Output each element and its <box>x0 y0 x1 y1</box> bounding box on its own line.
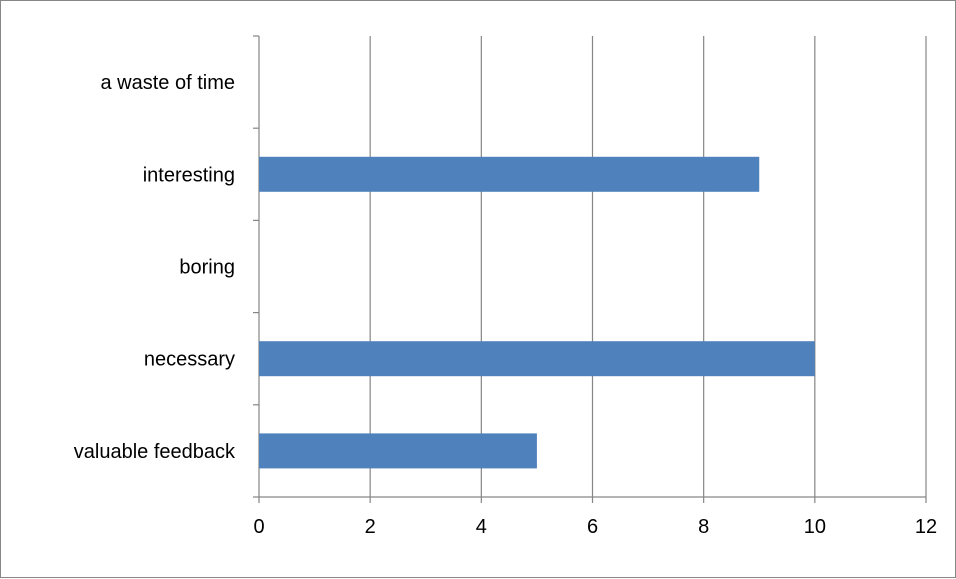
category-label-4: a waste of time <box>100 72 235 94</box>
bar-3 <box>259 156 760 192</box>
category-label-0: valuable feedback <box>74 441 236 463</box>
x-tick-label-4: 8 <box>698 516 709 538</box>
x-tick-label-0: 0 <box>253 516 264 538</box>
x-tick-label-6: 12 <box>915 516 937 538</box>
category-label-3: interesting <box>143 164 235 186</box>
x-tick-label-2: 4 <box>476 516 487 538</box>
x-tick-label-3: 6 <box>587 516 598 538</box>
category-label-1: necessary <box>144 349 235 371</box>
bar-0 <box>259 433 537 469</box>
bar-1 <box>259 341 815 377</box>
x-tick-label-5: 10 <box>804 516 826 538</box>
x-tick-label-1: 2 <box>365 516 376 538</box>
category-label-2: boring <box>179 257 235 279</box>
